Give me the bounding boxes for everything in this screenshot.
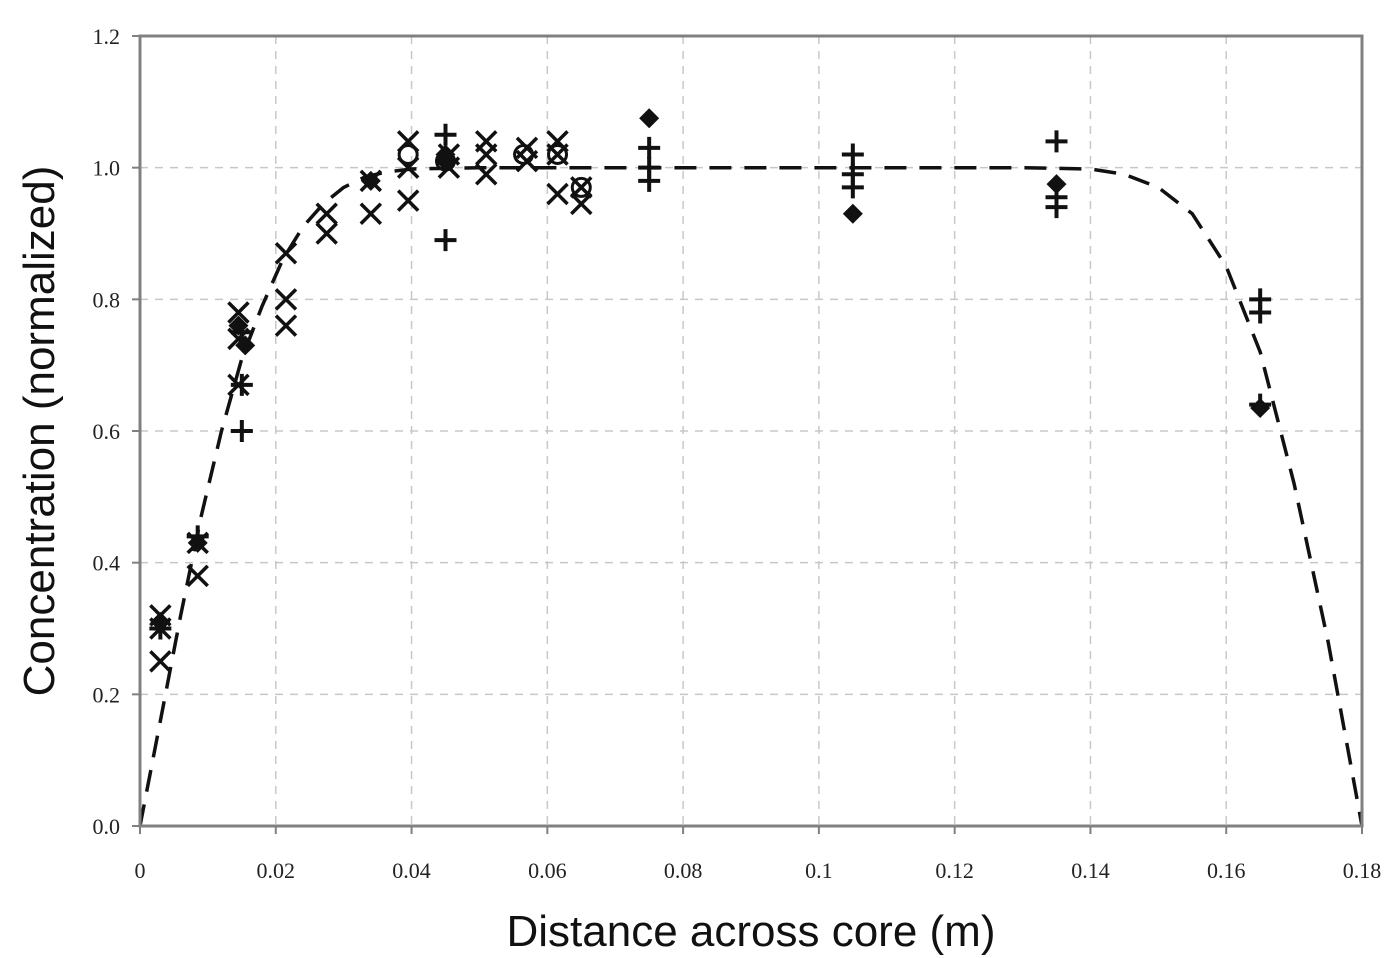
x-tick-label: 0.08 — [664, 858, 703, 883]
axis-ticks: 0 0.02 0.04 0.06 0.08 0.1 0.12 0.14 0.16 0.18 0.0 0… — [93, 24, 1382, 883]
data-point-x — [274, 288, 298, 311]
data-point-cross — [230, 420, 253, 442]
x-tick-label: 0.16 — [1207, 858, 1246, 883]
data-point-cross — [434, 123, 457, 146]
data-point-x — [149, 650, 172, 673]
data-point-circle — [435, 150, 456, 172]
data-point-cross — [1249, 393, 1272, 416]
data-markers — [149, 108, 1272, 673]
data-point-x — [359, 202, 383, 225]
data-point-circle — [570, 176, 592, 198]
data-point-cross — [1045, 186, 1068, 209]
data-point-x — [396, 189, 420, 212]
y-tick-label: 0.2 — [93, 682, 121, 707]
data-point-circle — [513, 144, 535, 165]
data-point-x — [149, 604, 172, 627]
data-point-x — [274, 314, 298, 337]
data-point-circle — [547, 144, 569, 165]
x-axis-title: Distance across core (m) — [506, 907, 995, 956]
data-point-x — [227, 301, 250, 324]
data-point-cross — [230, 321, 253, 344]
data-point-cross — [841, 163, 864, 186]
data-point-cross — [434, 229, 457, 252]
x-tick-label: 0.06 — [528, 858, 567, 883]
y-tick-label: 1.0 — [93, 156, 121, 181]
data-point-x — [274, 242, 298, 265]
data-point-diamond — [842, 203, 863, 224]
data-point-diamond — [1046, 174, 1067, 195]
data-point-cross — [1045, 130, 1068, 153]
data-point-x — [546, 182, 569, 206]
y-tick-label: 0.8 — [93, 287, 121, 312]
data-point-cross — [638, 136, 661, 159]
fit-curve-layer — [138, 165, 1364, 827]
data-point-cross — [638, 156, 661, 179]
x-tick-label: 0 — [135, 858, 146, 883]
x-tick-label: 0.1 — [805, 858, 833, 883]
gridlines — [140, 36, 1362, 826]
data-point-x — [315, 222, 338, 245]
y-tick-label: 0.4 — [93, 551, 121, 576]
data-point-diamond — [639, 108, 660, 129]
data-point-circle — [397, 144, 419, 165]
data-point-x — [186, 531, 209, 555]
y-tick-label: 0.6 — [93, 419, 121, 444]
data-point-x — [186, 564, 209, 588]
x-tick-label: 0.18 — [1343, 858, 1382, 883]
data-point-x — [570, 192, 593, 216]
data-point-x — [227, 327, 250, 351]
data-point-x — [474, 130, 498, 153]
data-point-cross — [841, 143, 864, 166]
data-point-x — [227, 373, 250, 397]
x-tick-label: 0.02 — [257, 858, 296, 883]
x-tick-label: 0.12 — [935, 858, 974, 883]
x-tick-label: 0.04 — [392, 858, 431, 883]
data-point-cross — [1249, 288, 1272, 311]
fit-curve-line — [138, 165, 1364, 827]
data-point-cross — [230, 373, 253, 396]
x-tick-label: 0.14 — [1071, 858, 1110, 883]
y-tick-label: 1.2 — [93, 24, 121, 49]
y-axis-title: Concentration (normalized) — [15, 166, 64, 697]
data-point-x — [359, 169, 383, 193]
data-point-x — [315, 202, 338, 225]
y-tick-label: 0.0 — [93, 814, 121, 839]
data-point-x — [474, 163, 498, 186]
